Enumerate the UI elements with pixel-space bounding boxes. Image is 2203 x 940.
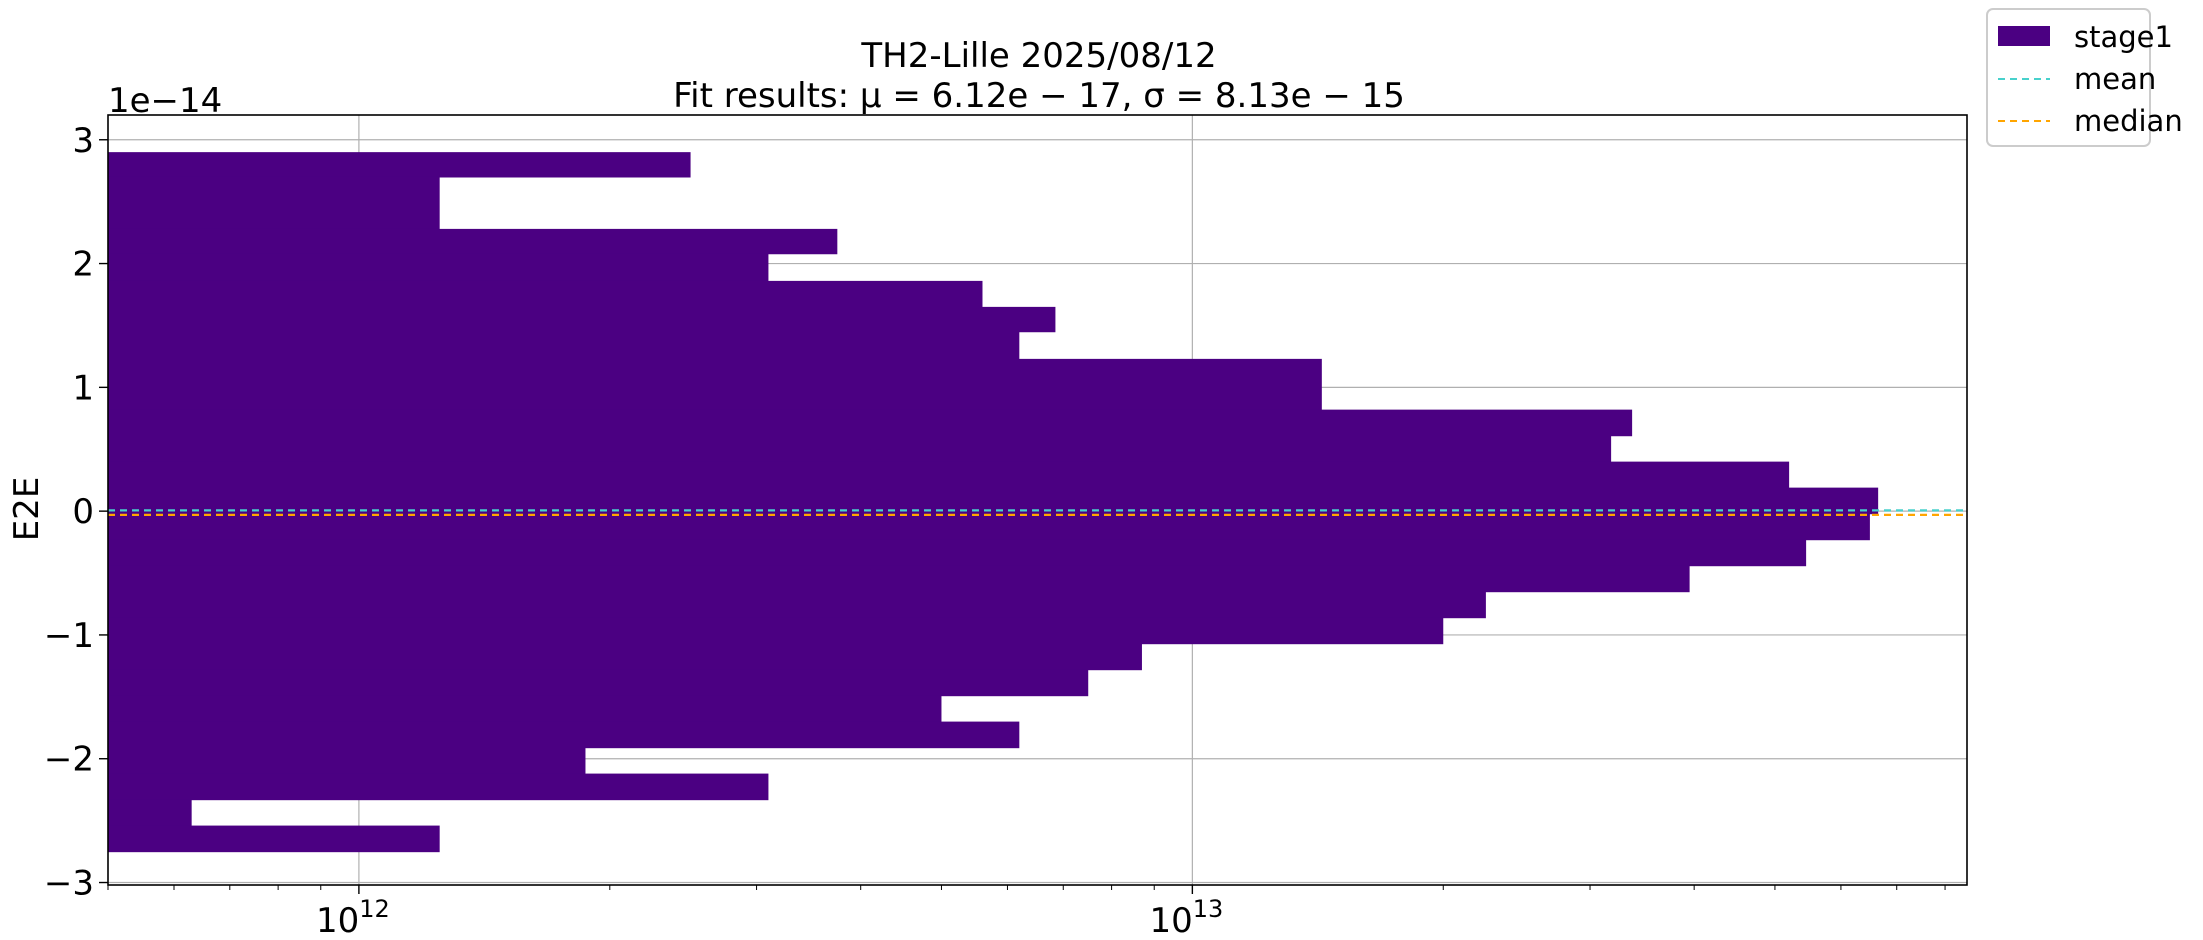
legend-swatch-stage1: [1998, 26, 2050, 46]
reference-lines: [108, 509, 1967, 516]
y-tick-label: −2: [44, 740, 94, 780]
bar-stage1-3: [108, 253, 769, 282]
bar-stage1-5: [108, 306, 1056, 333]
bar-stage1-0: [108, 152, 691, 178]
bar-stage1-2: [108, 228, 838, 255]
legend-label-stage1: stage1: [2074, 20, 2173, 54]
y-tick-label: 1: [72, 368, 94, 408]
x-tick-label: 1012: [316, 895, 390, 940]
y-tick-label: −1: [44, 616, 94, 656]
bar-stage1-23: [108, 799, 192, 827]
legend-label-mean: mean: [2074, 62, 2156, 96]
x-tick-label: 1013: [1149, 895, 1223, 940]
bar-stage1-11: [108, 487, 1879, 515]
y-tick-label: 0: [72, 492, 94, 532]
tick-labels: 3 2 1 0 −1 −2 −3 1012 1013: [44, 121, 1223, 940]
bar-stage1-1: [108, 176, 440, 230]
bar-stage1-16: [108, 617, 1444, 645]
bar-stage1-19: [108, 695, 942, 723]
bar-stage1-17: [108, 643, 1142, 671]
y-tick-label: 2: [72, 245, 94, 285]
bar-stage1-15: [108, 591, 1486, 619]
bar-stage1-24: [108, 825, 440, 853]
y-axis-label: E2E: [7, 477, 47, 542]
bar-stage1-10: [108, 461, 1790, 489]
bar-stage1-9: [108, 435, 1612, 463]
chart-subtitle: Fit results: μ = 6.12e − 17, σ = 8.13e −…: [673, 76, 1405, 116]
bar-stage1-22: [108, 773, 769, 801]
bar-stage1-7: [108, 358, 1322, 411]
bar-stage1-6: [108, 331, 1020, 360]
bar-stage1-4: [108, 280, 983, 308]
y-tick-label: 3: [72, 121, 94, 161]
bar-stage1-21: [108, 747, 586, 775]
bar-stage1-18: [108, 669, 1089, 697]
axes-frame: [107, 114, 1968, 886]
bar-stage1-20: [108, 721, 1020, 749]
chart-title: TH2-Lille 2025/08/12: [860, 36, 1216, 76]
y-offset-label: 1e−14: [108, 81, 222, 121]
legend-label-median: median: [2074, 104, 2183, 138]
histogram-bars: [108, 152, 1879, 853]
bar-stage1-13: [108, 539, 1807, 567]
axes: [99, 114, 1968, 894]
bar-stage1-12: [108, 513, 1870, 541]
bar-stage1-8: [108, 409, 1633, 437]
y-tick-label: −3: [44, 864, 94, 904]
bar-stage1-14: [108, 565, 1690, 593]
legend: stage1 mean median: [1986, 8, 2183, 147]
